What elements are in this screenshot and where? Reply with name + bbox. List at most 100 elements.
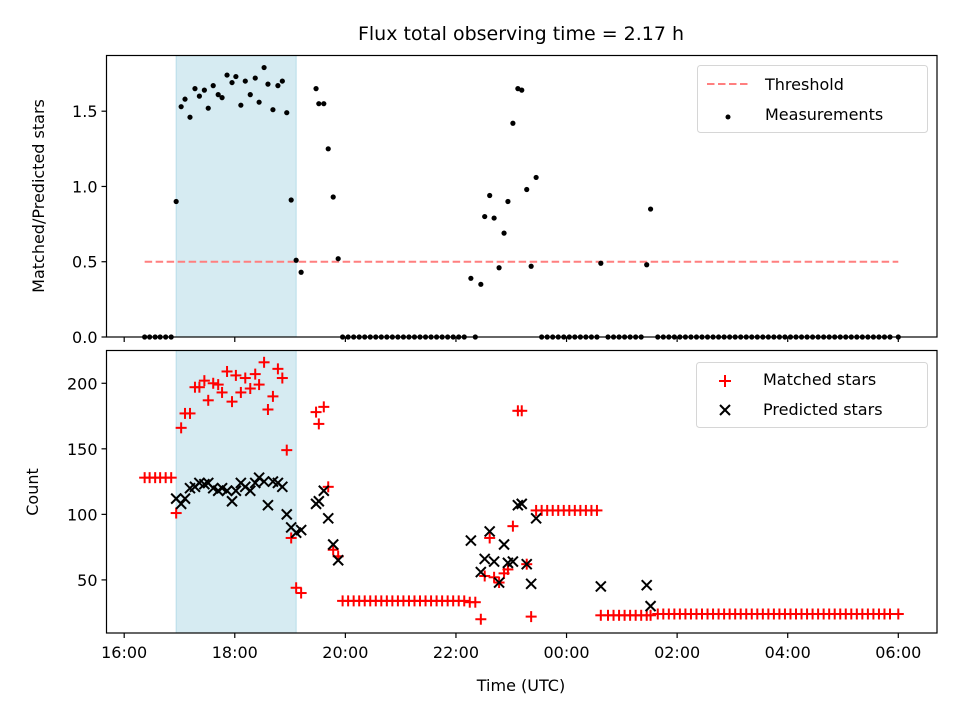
measurement-point	[478, 281, 484, 287]
x-tick-label: 04:00	[765, 643, 811, 662]
measurement-point	[182, 96, 188, 102]
bottom-legend-box	[696, 362, 928, 428]
measurement-point	[233, 73, 239, 80]
predicted-star-point	[644, 600, 657, 612]
measurement-point	[335, 256, 341, 262]
matched-star-point	[249, 368, 261, 380]
matched-star-point	[267, 390, 279, 402]
matched-star-point	[276, 372, 288, 384]
predicted-stars-series	[170, 471, 657, 612]
measurement-point	[533, 174, 539, 181]
measurement-point	[275, 83, 281, 89]
bottom-y-axis-label: Count	[23, 468, 42, 516]
predicted-star-point	[488, 555, 500, 568]
bottom-y-tick-label: 50	[77, 571, 97, 590]
measurement-point	[192, 86, 198, 92]
matched-star-point	[327, 544, 339, 556]
matched-star-point	[591, 504, 603, 516]
measurement-point	[528, 263, 534, 269]
measurement-point	[468, 275, 474, 281]
predicted-star-point	[493, 576, 505, 589]
bottom-y-tick-label: 100	[67, 505, 98, 524]
matched-star-point	[230, 369, 242, 381]
measurement-point	[298, 269, 304, 275]
measurement-point	[238, 102, 244, 108]
matched-star-point	[313, 418, 325, 430]
matched-star-point	[165, 472, 177, 484]
measurement-point	[505, 198, 511, 205]
measurement-point	[288, 197, 294, 203]
matched-star-point	[258, 356, 270, 368]
predicted-star-point	[262, 499, 274, 511]
predicted-star-point	[475, 566, 487, 578]
measurement-point	[219, 95, 225, 101]
bottom-axes-frame	[105, 349, 938, 634]
measurement-point	[482, 213, 488, 220]
top-axes-frame	[105, 54, 938, 338]
bottom-legend: Matched stars Predicted stars	[696, 362, 928, 428]
top-y-tick-label: 0.5	[72, 253, 97, 272]
top-y-tick-label: 1.0	[72, 177, 97, 196]
predicted-star-point	[516, 498, 528, 510]
matched-star-point	[290, 582, 302, 594]
legend-measurements-swatch	[725, 114, 731, 120]
predicted-star-point	[483, 525, 496, 538]
measurement-point	[252, 75, 258, 81]
matched-star-point	[507, 520, 519, 532]
matched-star-point	[469, 596, 481, 608]
matched-star-point	[295, 587, 307, 599]
matched-star-point	[525, 611, 537, 623]
measurement-point	[501, 230, 507, 236]
measurement-point	[487, 192, 493, 199]
legend-threshold-label: Threshold	[764, 75, 844, 94]
matched-star-point	[202, 394, 214, 406]
matched-star-point	[170, 507, 182, 519]
measurement-point	[229, 79, 235, 86]
top-legend-box	[697, 65, 928, 133]
predicted-star-point	[258, 475, 270, 488]
predicted-star-point	[525, 578, 537, 590]
measurement-point	[173, 198, 179, 205]
predicted-star-point	[295, 524, 307, 536]
measurement-point	[210, 83, 216, 89]
predicted-star-point	[226, 495, 238, 507]
matched-star-point	[193, 381, 205, 393]
top-legend: Threshold Measurements	[697, 65, 928, 133]
matched-star-point	[244, 383, 256, 395]
matched-star-point	[239, 372, 251, 384]
predicted-star-point	[641, 579, 653, 591]
predicted-star-point	[313, 495, 325, 507]
top-y-ticks: 0.0 0.5 1.0 1.5	[72, 102, 107, 347]
legend-matched-swatch	[719, 375, 731, 387]
predicted-star-point	[179, 492, 191, 505]
x-tick-label: 20:00	[322, 643, 368, 662]
matched-star-point	[475, 613, 487, 625]
matched-star-point	[458, 595, 470, 607]
matched-star-point	[272, 363, 284, 375]
matched-star-point	[226, 396, 238, 408]
measurement-point	[247, 92, 253, 98]
measurement-point	[256, 99, 262, 105]
matched-star-point	[253, 379, 265, 391]
bottom-panel: 50 100 150 200 16:00 18:00 20:00 22:00 00:00 02:…	[23, 349, 938, 695]
measurement-point	[215, 92, 221, 98]
bottom-y-tick-label: 200	[67, 374, 98, 393]
predicted-star-point	[512, 499, 524, 511]
measurement-point	[316, 101, 322, 107]
matched-star-point	[892, 608, 904, 620]
predicted-star-point	[318, 485, 330, 497]
top-observing-span	[175, 55, 297, 338]
top-y-axis-label: Matched/Predicted stars	[29, 99, 48, 293]
measurement-point	[196, 93, 202, 99]
measurement-point	[330, 194, 336, 200]
predicted-star-point	[465, 534, 477, 547]
measurement-point	[270, 107, 276, 113]
measurement-point	[265, 81, 271, 87]
predicted-star-point	[281, 508, 293, 521]
predicted-star-point	[498, 538, 510, 551]
predicted-star-point	[332, 554, 344, 566]
measurement-point	[187, 114, 193, 120]
predicted-star-point	[221, 485, 233, 497]
matched-star-point	[645, 609, 657, 621]
predicted-star-point	[244, 485, 256, 497]
